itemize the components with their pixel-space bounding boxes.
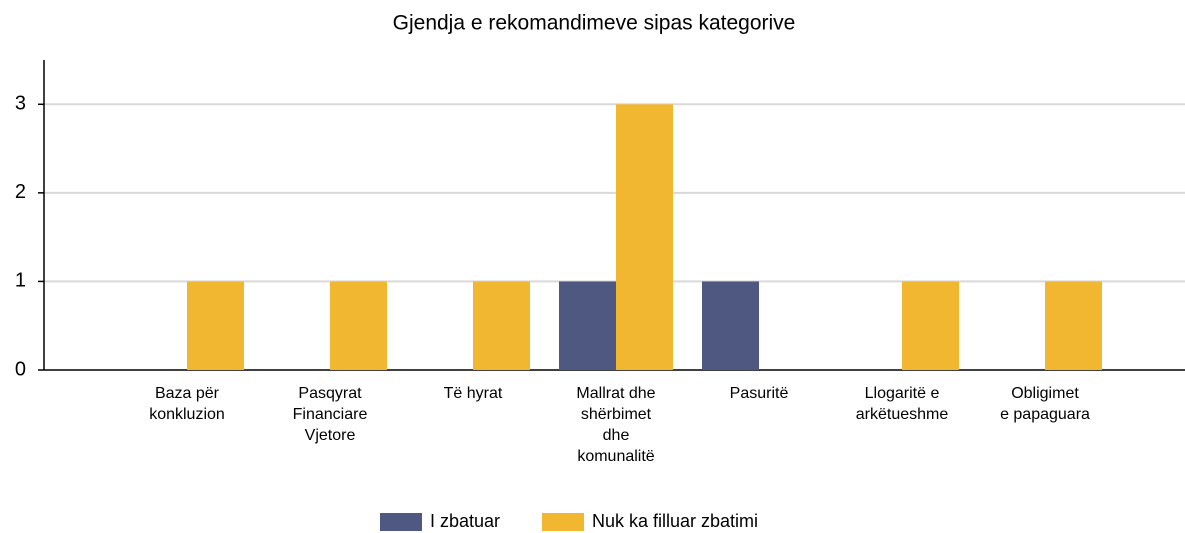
bar xyxy=(187,281,244,370)
x-tick-label: Pasqyrat xyxy=(298,385,362,402)
x-tick-label: e papaguara xyxy=(1000,406,1090,423)
x-tick-label: dhe xyxy=(603,427,630,444)
bar xyxy=(473,281,530,370)
x-tick-label: Mallrat dhe xyxy=(576,385,655,402)
y-tick-label: 2 xyxy=(15,181,26,203)
x-tick-label: komunalitë xyxy=(577,448,654,465)
y-tick-label: 3 xyxy=(15,93,26,115)
bar xyxy=(902,281,959,370)
x-tick-label: konkluzion xyxy=(149,406,225,423)
bar xyxy=(1045,281,1102,370)
y-tick-label: 0 xyxy=(15,358,26,380)
bar xyxy=(330,281,387,370)
bar xyxy=(616,104,673,371)
x-tick-label: arkëtueshme xyxy=(856,406,949,423)
x-tick-label: Llogaritë e xyxy=(865,385,940,402)
chart-title: Gjendja e rekomandimeve sipas kategorive xyxy=(393,12,796,35)
bar xyxy=(559,281,616,370)
x-tick-label: Obligimet xyxy=(1011,385,1079,402)
x-tick-label: Vjetore xyxy=(305,427,356,444)
legend-swatch xyxy=(542,513,584,531)
bar xyxy=(702,281,759,370)
x-tick-label: Të hyrat xyxy=(444,385,503,402)
x-tick-label: Financiare xyxy=(293,406,368,423)
legend-swatch xyxy=(380,513,422,531)
x-tick-label: shërbimet xyxy=(581,406,652,423)
x-tick-label: Pasuritë xyxy=(730,385,789,402)
y-tick-label: 1 xyxy=(15,270,26,292)
x-tick-label: Baza për xyxy=(155,385,220,402)
legend-label: I zbatuar xyxy=(430,511,500,531)
legend-label: Nuk ka filluar zbatimi xyxy=(592,511,758,531)
